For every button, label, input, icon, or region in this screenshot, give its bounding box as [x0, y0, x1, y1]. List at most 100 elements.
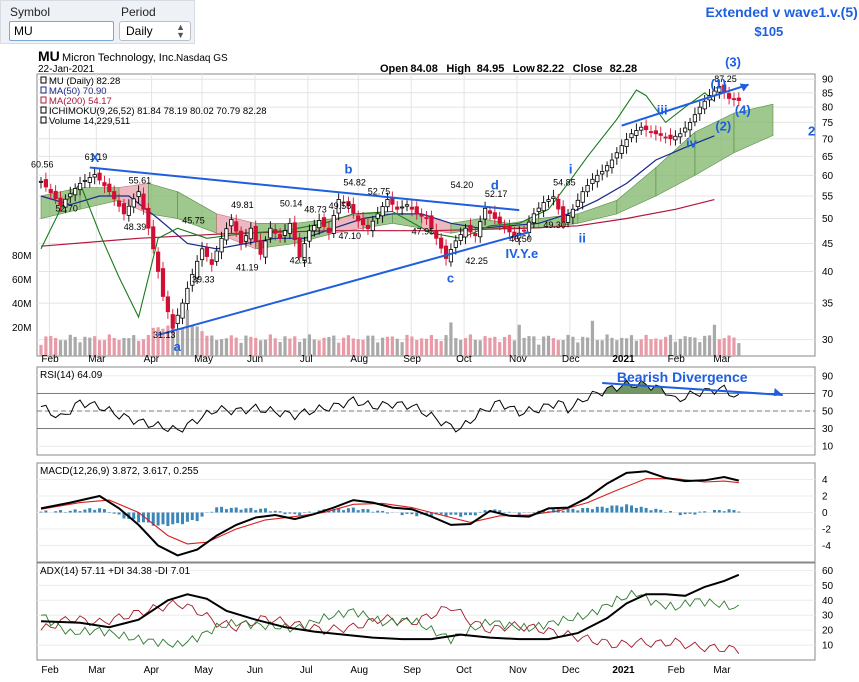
candle-body: [600, 171, 605, 175]
volume-bar: [93, 336, 97, 356]
macd-histogram-bar: [654, 508, 658, 513]
adx-line: [40, 573, 740, 641]
candle-body: [658, 133, 663, 136]
candle-body: [185, 287, 190, 304]
symbol-input[interactable]: [9, 21, 114, 41]
volume-bar: [63, 340, 67, 356]
volume-bar: [44, 336, 48, 356]
macd-histogram-bar: [566, 508, 570, 513]
volume-bar: [288, 338, 292, 356]
candle-body: [731, 98, 737, 101]
volume-bar: [254, 337, 258, 356]
period-select[interactable]: Daily ▲ ▼: [119, 21, 191, 41]
macd-histogram-bar: [732, 509, 736, 513]
candle-body: [570, 208, 576, 218]
volume-bar: [293, 336, 297, 356]
macd-histogram-bar: [659, 509, 663, 513]
volume-bar: [449, 322, 453, 356]
x-tick-label: Dec: [562, 665, 580, 676]
volume-bar: [171, 323, 175, 356]
candle-body: [653, 130, 658, 135]
volume-bar: [283, 336, 287, 356]
candle-body: [321, 217, 327, 227]
macd-histogram-bar: [722, 511, 726, 513]
macd-histogram-bar: [683, 512, 687, 515]
volume-bar: [668, 334, 673, 356]
candle-body: [400, 206, 405, 209]
macd-histogram-bar: [376, 510, 380, 513]
candle-body: [717, 86, 722, 93]
macd-histogram-bar: [54, 511, 58, 513]
rsi-panel: 10 30 50 70 90 RSI(14) 64.09 Bearish Divergenc…: [36, 366, 834, 456]
adx-y-tick: 20: [822, 626, 834, 637]
volume-bar: [317, 340, 321, 356]
volume-bar: [180, 327, 185, 356]
candle-body: [385, 199, 390, 208]
volume-bar: [112, 337, 116, 356]
arrow-head-icon: [739, 83, 749, 92]
candle-body: [287, 222, 292, 234]
volume-bar: [327, 336, 331, 356]
macd-histogram-bar: [371, 511, 375, 513]
candle-body: [575, 199, 580, 207]
candle-body: [351, 204, 356, 214]
macd-histogram-bar: [166, 512, 170, 527]
volume-bar: [673, 341, 677, 356]
macd-histogram-bar: [576, 510, 580, 513]
macd-histogram-bar: [532, 512, 536, 514]
macd-y-tick: 4: [822, 475, 828, 486]
candle-body: [697, 106, 702, 115]
x-tick-label: Feb: [41, 354, 59, 365]
price-label: 42.51: [290, 255, 313, 265]
candle-body: [380, 206, 385, 217]
volume-bar: [298, 341, 302, 356]
macd-histogram-bar: [224, 509, 228, 513]
candle-body: [565, 215, 571, 223]
candle-body: [404, 204, 410, 207]
volume-bar: [463, 338, 468, 356]
macd-histogram-bar: [141, 512, 145, 523]
volume-bar: [361, 339, 365, 356]
volume-bar: [439, 341, 443, 356]
volume-bar: [693, 337, 697, 356]
macd-histogram-bar: [137, 512, 141, 523]
volume-bar: [585, 337, 590, 356]
candle-body: [614, 152, 619, 159]
candle-body: [87, 177, 92, 183]
candle-body: [234, 221, 239, 232]
macd-histogram-bar: [361, 509, 365, 513]
legend-entry: MA(50) 70.90: [49, 86, 107, 97]
candle-body: [639, 126, 644, 131]
volume-bar: [102, 340, 107, 356]
candle-body: [146, 207, 151, 229]
candle-body: [356, 215, 361, 222]
macd-histogram-bar: [215, 507, 219, 513]
volume-bar: [444, 335, 448, 356]
ticker-symbol: MU: [38, 48, 60, 64]
volume-bar: [58, 340, 63, 356]
volume-bar: [625, 338, 629, 356]
macd-histogram-bar: [669, 511, 673, 513]
adx-panel: 10 20 30 40 50 60 ADX(14) 57.11 +DI 34.38 -DI …: [36, 562, 834, 661]
toolbar: Symbol Period Daily ▲▼: [0, 0, 195, 44]
candle-body: [273, 229, 278, 234]
candle-body: [160, 268, 166, 297]
macd-histogram-bar: [610, 505, 614, 513]
candle-body: [253, 225, 258, 242]
volume-bar: [88, 337, 92, 356]
volume-bar: [302, 338, 307, 356]
candle-body: [463, 227, 468, 238]
volume-bar: [649, 339, 653, 356]
candle-body: [141, 193, 146, 210]
candle-body: [214, 250, 219, 262]
macd-histogram-bar: [644, 507, 648, 513]
x-tick-label: Jun: [247, 665, 263, 676]
x-tick-label: Sep: [403, 354, 421, 365]
adx-y-tick: 60: [822, 566, 834, 577]
wave-annotation: (3): [725, 54, 741, 69]
macd-histogram-bar: [44, 510, 48, 513]
macd-histogram-bar: [273, 510, 277, 513]
candle-body: [692, 114, 698, 123]
macd-histogram-bar: [249, 507, 253, 513]
macd-histogram-bar: [727, 509, 731, 513]
